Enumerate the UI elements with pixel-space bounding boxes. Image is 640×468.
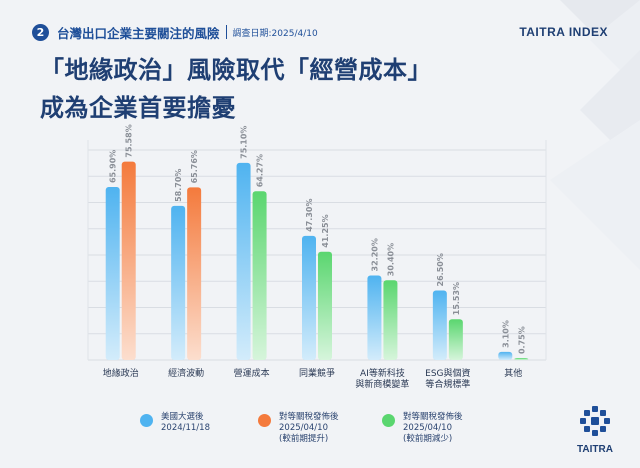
- legend-label-line: (較前期減少): [403, 434, 453, 444]
- bar: [432, 290, 447, 360]
- data-label: 47.30%: [305, 199, 314, 232]
- page-title-line2: 成為企業首要擔憂: [40, 94, 236, 122]
- legend-swatch: [258, 414, 271, 427]
- survey-date: 調查日期:2025/4/10: [232, 28, 318, 39]
- category-label: 與新商模變革: [355, 378, 409, 390]
- data-label: 65.90%: [109, 150, 118, 183]
- page-title-line1: 「地緣政治」風險取代「經營成本」: [40, 56, 432, 84]
- bar: [498, 351, 513, 360]
- header: 2 台灣出口企業主要關注的風險 調查日期:2025/4/10: [32, 22, 318, 42]
- legend-label: 對等關稅發佈後 2025/04/10 (較前期提升): [279, 412, 339, 445]
- bar: [252, 191, 267, 360]
- data-label: 75.58%: [125, 124, 134, 157]
- legend-label-line: 2025/04/10: [403, 423, 452, 433]
- data-label: 26.50%: [436, 253, 445, 286]
- category-label: AI等新科技: [360, 367, 405, 379]
- legend-item: 對等關稅發佈後 2025/04/10 (較前期提升): [258, 412, 339, 445]
- legend-label-line: 美國大選後: [161, 412, 204, 422]
- category-label: 營運成本: [234, 367, 270, 379]
- legend-item: 對等關稅發佈後 2025/04/10 (較前期減少): [382, 412, 463, 445]
- data-label: 65.76%: [190, 150, 199, 183]
- data-label: 41.25%: [321, 214, 330, 247]
- category-label: 地緣政治: [103, 367, 139, 379]
- category-label: 經濟波動: [168, 367, 204, 379]
- legend-label-line: 2024/11/18: [161, 423, 210, 433]
- data-label: 15.53%: [452, 282, 461, 315]
- background-triangles: [550, 0, 640, 270]
- category-label: 同業競爭: [299, 367, 335, 379]
- data-label: 3.10%: [501, 320, 510, 348]
- bar: [171, 205, 186, 360]
- taitra-logo-icon: [580, 406, 610, 436]
- bar: [105, 187, 120, 360]
- data-label: 0.75%: [517, 326, 526, 354]
- data-label: 58.70%: [174, 169, 183, 202]
- legend-label: 美國大選後 2024/11/18: [161, 412, 210, 434]
- bar: [367, 275, 382, 360]
- header-divider: [225, 25, 227, 39]
- bar: [121, 161, 136, 360]
- section-subtitle: 台灣出口企業主要關注的風險: [57, 25, 220, 41]
- legend-label: 對等關稅發佈後 2025/04/10 (較前期減少): [403, 412, 463, 445]
- legend-label-line: (較前期提升): [279, 434, 329, 444]
- bar: [514, 358, 529, 360]
- legend-label-line: 對等關稅發佈後: [279, 412, 339, 422]
- data-label: 32.20%: [370, 238, 379, 271]
- data-label: 30.40%: [386, 243, 395, 276]
- bar: [236, 162, 251, 360]
- legend-label-line: 對等關稅發佈後: [403, 412, 463, 422]
- brand-name: TAITRA INDEX: [519, 25, 608, 39]
- category-label: 等合規標準: [425, 378, 470, 390]
- legend-swatch: [140, 414, 153, 427]
- bar: [448, 319, 463, 360]
- section-number-badge: 2: [32, 23, 49, 41]
- bar: [318, 251, 332, 360]
- legend-item: 美國大選後 2024/11/18: [140, 412, 210, 434]
- category-label: 其他: [504, 367, 522, 379]
- category-label: ESG與個資: [425, 367, 470, 379]
- bar: [383, 280, 398, 360]
- data-label: 75.10%: [240, 126, 249, 159]
- legend-label-line: 2025/04/10: [279, 423, 328, 433]
- taitra-logo: TAITRA: [570, 404, 620, 455]
- taitra-logo-word: TAITRA: [577, 444, 613, 455]
- data-label: 64.27%: [256, 154, 265, 187]
- bar: [302, 235, 316, 360]
- bar: [187, 187, 202, 360]
- legend-swatch: [382, 414, 395, 427]
